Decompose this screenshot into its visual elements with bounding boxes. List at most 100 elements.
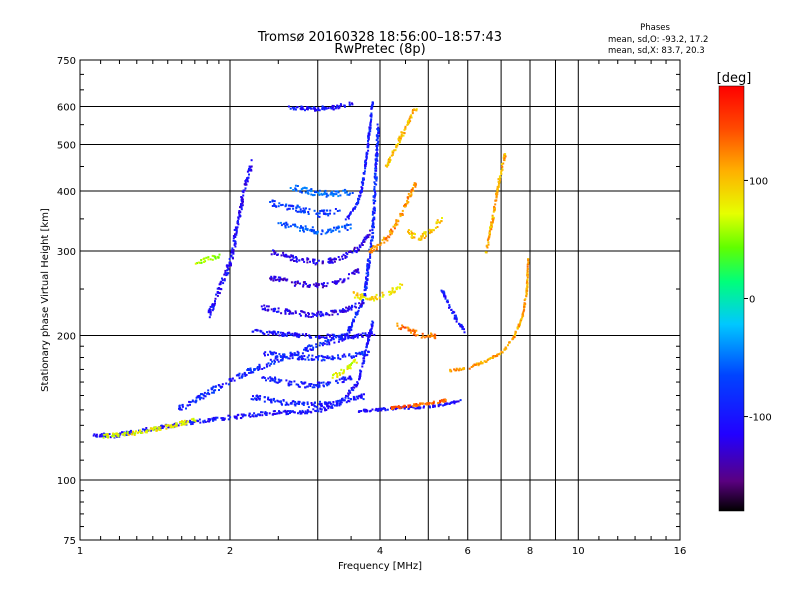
- data-point: [404, 405, 406, 408]
- data-point: [344, 333, 347, 336]
- data-point: [495, 196, 498, 199]
- data-point: [370, 246, 373, 248]
- data-point: [292, 256, 295, 259]
- data-point: [358, 245, 361, 248]
- data-point: [299, 355, 302, 358]
- data-point: [326, 355, 329, 358]
- data-point: [319, 400, 321, 403]
- data-point: [258, 398, 261, 401]
- data-point: [488, 236, 491, 239]
- data-point: [434, 337, 437, 340]
- data-point: [373, 206, 376, 209]
- data-point: [343, 224, 346, 227]
- data-point: [367, 332, 370, 334]
- data-point: [317, 107, 320, 110]
- data-point: [338, 404, 341, 407]
- data-point: [259, 329, 262, 332]
- data-point: [287, 204, 290, 207]
- data-point: [323, 106, 326, 109]
- data-point: [230, 251, 233, 254]
- data-point: [372, 321, 375, 324]
- data-point: [244, 181, 247, 184]
- data-point: [336, 401, 339, 404]
- data-point: [285, 379, 288, 382]
- data-point: [437, 405, 440, 408]
- data-point: [492, 210, 495, 213]
- data-point: [211, 417, 214, 420]
- data-point: [307, 315, 310, 318]
- data-point: [293, 380, 296, 383]
- data-point: [317, 259, 320, 262]
- data-point: [214, 418, 217, 421]
- data-point: [402, 325, 405, 328]
- data-point: [330, 231, 333, 234]
- data-point: [483, 360, 486, 363]
- data-point: [349, 223, 352, 226]
- data-point: [208, 316, 211, 319]
- data-point: [318, 313, 321, 316]
- data-point: [282, 251, 285, 254]
- data-point: [257, 366, 260, 369]
- data-point: [308, 334, 311, 337]
- data-point: [488, 231, 491, 234]
- data-point: [284, 311, 287, 314]
- data-point: [277, 400, 280, 403]
- data-point: [363, 408, 365, 411]
- data-point: [514, 330, 517, 333]
- data-point: [371, 251, 374, 254]
- data-point: [161, 427, 164, 429]
- data-point: [374, 297, 377, 300]
- data-point: [369, 255, 372, 258]
- data-point: [336, 227, 339, 230]
- data-point: [333, 226, 335, 229]
- data-point: [433, 336, 436, 338]
- data-point: [493, 209, 496, 212]
- data-point: [353, 386, 356, 389]
- data-point: [403, 326, 406, 329]
- data-point: [304, 228, 307, 231]
- data-point: [334, 228, 337, 231]
- data-point: [420, 238, 423, 241]
- data-point: [389, 290, 392, 293]
- data-point: [237, 413, 240, 416]
- data-point: [356, 296, 359, 299]
- data-point: [295, 260, 298, 262]
- data-point: [338, 230, 341, 233]
- data-point: [486, 239, 489, 242]
- data-point: [95, 435, 98, 438]
- data-point: [369, 330, 372, 333]
- data-point: [325, 403, 328, 406]
- data-point: [349, 251, 352, 253]
- data-point: [290, 333, 293, 336]
- data-point: [285, 403, 288, 406]
- data-point: [364, 349, 367, 352]
- data-point: [310, 403, 313, 406]
- data-point: [329, 209, 332, 212]
- data-point: [358, 410, 361, 413]
- data-point: [236, 219, 239, 222]
- data-point: [362, 299, 365, 301]
- data-point: [365, 272, 368, 275]
- data-point: [348, 354, 350, 357]
- data-point: [336, 105, 338, 108]
- data-point: [414, 185, 417, 188]
- data-point: [377, 126, 380, 129]
- data-point: [240, 203, 242, 206]
- data-point: [312, 313, 315, 316]
- data-point: [301, 409, 304, 412]
- data-point: [434, 226, 437, 229]
- data-point: [312, 346, 315, 349]
- plot-frame: [79, 59, 681, 541]
- data-point: [196, 262, 199, 265]
- data-point: [408, 406, 411, 409]
- data-point: [496, 188, 499, 191]
- data-point: [374, 193, 377, 196]
- data-point: [334, 208, 337, 210]
- data-point: [196, 395, 199, 398]
- data-point: [368, 298, 371, 301]
- data-point: [212, 418, 215, 421]
- data-point: [318, 189, 321, 192]
- data-point: [320, 410, 323, 413]
- data-point: [183, 423, 186, 426]
- data-point: [431, 335, 434, 337]
